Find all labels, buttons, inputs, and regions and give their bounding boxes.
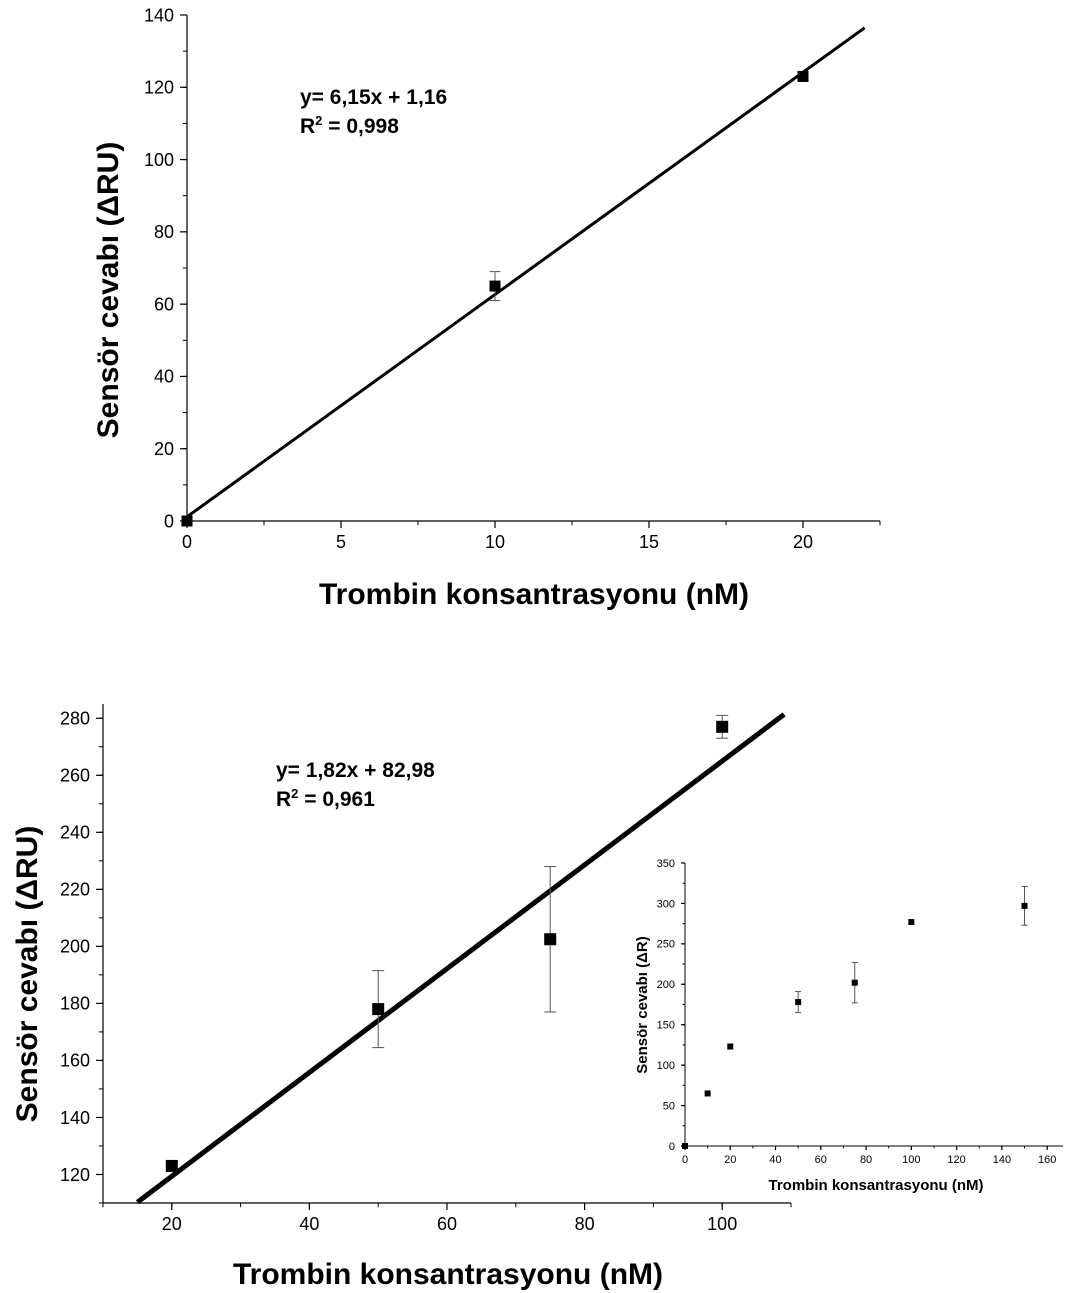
top-x-tick-label: 10 [485, 532, 505, 552]
inset-y-axis-title: Sensör cevabı (ΔR) [634, 936, 651, 1074]
inset-x-tick-label: 140 [993, 1154, 1011, 1166]
top-r2-sup: 2 [315, 113, 322, 128]
top-y-tick-label: 60 [154, 294, 174, 314]
top-y-tick-label: 120 [144, 78, 174, 98]
top-x-tick-label: 5 [336, 532, 346, 552]
inset-y-tick-label: 50 [663, 1100, 675, 1112]
bottom-data-point [716, 720, 729, 733]
top-r2-value: = 0,998 [322, 115, 399, 138]
inset-data-point [908, 919, 915, 926]
bottom-y-tick-label: 120 [60, 1165, 90, 1185]
top-regression-line [186, 26, 866, 519]
inset-data-point [727, 1043, 734, 1050]
inset-data-point [704, 1090, 711, 1097]
top-y-tick-label: 140 [144, 5, 174, 25]
inset-data-point [851, 979, 858, 986]
top-y-tick-label: 80 [154, 222, 174, 242]
bottom-regression-line [135, 712, 786, 1205]
top-ticks: 0 5 10 15 20 0 20 40 60 80 100 120 140 [144, 5, 881, 552]
inset-axes [684, 863, 1063, 1147]
bottom-y-tick-label: 220 [60, 880, 90, 900]
bottom-data-point [165, 1159, 178, 1172]
top-y-tick-label: 40 [154, 367, 174, 387]
inset-y-tick-label: 150 [657, 1020, 675, 1032]
inset-x-tick-label: 80 [860, 1154, 872, 1166]
inset-ticks: 0 20 40 60 80 100 120 140 160 0 50 100 150 200 250 300 3… [657, 858, 1057, 1166]
top-data-points [181, 70, 809, 527]
inset-data-point [682, 1143, 688, 1149]
top-y-tick-label: 0 [164, 511, 174, 531]
inset-x-tick-label: 160 [1038, 1154, 1056, 1166]
bottom-x-tick-label: 40 [299, 1214, 319, 1234]
bottom-x-tick-label: 100 [707, 1214, 737, 1234]
top-y-tick-label: 100 [144, 150, 174, 170]
top-data-point [797, 70, 809, 82]
bottom-data-points [165, 714, 729, 1172]
top-y-axis-title: Sensör cevabı (ΔRU) [92, 142, 125, 439]
bottom-y-tick-label: 200 [60, 937, 90, 957]
top-x-axis-title: Trombin konsantrasyonu (nM) [319, 578, 749, 611]
inset-data-point [795, 999, 802, 1006]
bottom-y-tick-label: 260 [60, 766, 90, 786]
top-x-tick-label: 15 [639, 532, 659, 552]
inset-x-tick-label: 20 [724, 1154, 736, 1166]
top-equation: y= 6,15x + 1,16 [300, 86, 447, 109]
bottom-r2-sup: 2 [291, 786, 298, 801]
bottom-fit-line [135, 712, 786, 1205]
top-data-point [181, 515, 193, 527]
top-fit-line [186, 26, 866, 519]
bottom-y-tick-label: 140 [60, 1108, 90, 1128]
inset-y-tick-label: 350 [657, 858, 675, 870]
inset-y-tick-label: 200 [657, 979, 675, 991]
inset-x-tick-label: 60 [815, 1154, 827, 1166]
top-r2: R2 = 0,998 [300, 113, 399, 138]
inset-y-tick-label: 250 [657, 939, 675, 951]
bottom-data-point [544, 933, 557, 946]
bottom-x-tick-label: 60 [437, 1214, 457, 1234]
inset-x-tick-label: 0 [682, 1154, 688, 1166]
inset-data-point [1021, 902, 1028, 909]
top-x-tick-label: 0 [182, 532, 192, 552]
top-chart: 0 5 10 15 20 0 20 40 60 80 100 120 140 y= 6,15x + 1,… [92, 5, 881, 611]
bottom-y-tick-label: 180 [60, 994, 90, 1014]
inset-x-tick-label: 100 [902, 1154, 920, 1166]
inset-x-tick-label: 120 [947, 1154, 965, 1166]
bottom-equation: y= 1,82x + 82,98 [276, 759, 435, 782]
bottom-data-point [372, 1003, 385, 1016]
inset-x-tick-label: 40 [769, 1154, 781, 1166]
bottom-y-tick-label: 160 [60, 1051, 90, 1071]
inset-data-points [682, 885, 1028, 1149]
bottom-x-tick-label: 20 [162, 1214, 182, 1234]
top-y-tick-label: 20 [154, 439, 174, 459]
bottom-x-axis-title: Trombin konsantrasyonu (nM) [233, 1258, 663, 1291]
inset-chart: 0 20 40 60 80 100 120 140 160 0 50 100 150 200 250 300 3… [634, 858, 1063, 1194]
inset-y-tick-label: 100 [657, 1060, 675, 1072]
top-r2-label: R [300, 115, 315, 138]
top-data-point [489, 280, 501, 292]
inset-y-tick-label: 0 [669, 1141, 675, 1153]
bottom-axes [102, 704, 791, 1204]
bottom-r2-label: R [276, 788, 291, 811]
inset-x-axis-title: Trombin konsantrasyonu (nM) [768, 1177, 983, 1194]
bottom-y-tick-label: 240 [60, 823, 90, 843]
bottom-r2: R2 = 0,961 [276, 786, 375, 811]
bottom-y-axis-title: Sensör cevabı (ΔRU) [11, 826, 44, 1123]
bottom-x-tick-label: 80 [575, 1214, 595, 1234]
top-x-tick-label: 20 [793, 532, 813, 552]
inset-y-tick-label: 300 [657, 898, 675, 910]
bottom-r2-value: = 0,961 [298, 788, 375, 811]
bottom-y-tick-label: 280 [60, 709, 90, 729]
